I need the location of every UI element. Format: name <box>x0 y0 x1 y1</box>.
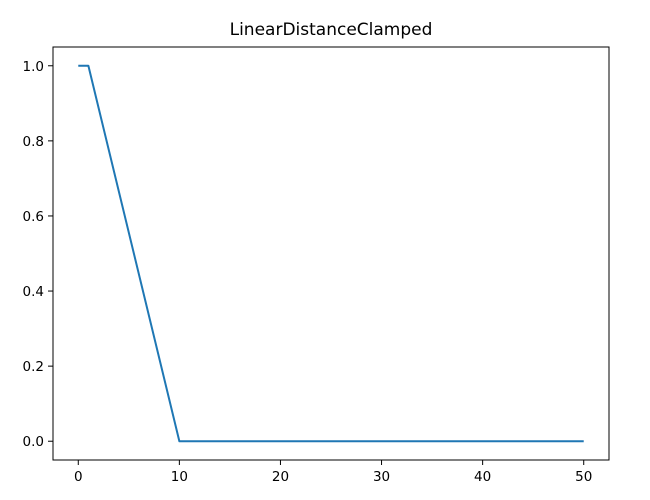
x-tick-label: 40 <box>474 469 491 485</box>
plot-area <box>53 47 609 460</box>
y-tick-label: 0.6 <box>23 209 44 225</box>
chart-title: LinearDistanceClamped <box>230 20 433 40</box>
y-tick-label: 0.0 <box>23 434 44 450</box>
axes-frame <box>52 46 610 461</box>
plot-background <box>53 47 609 460</box>
y-tick-label: 0.4 <box>23 284 44 300</box>
series-line <box>78 64 584 443</box>
x-tick-label: 50 <box>575 469 592 485</box>
x-tick-label: 0 <box>74 469 83 485</box>
x-tick-label: 30 <box>373 469 390 485</box>
x-tick-label: 20 <box>272 469 289 485</box>
y-axis: 0.0 0.2 0.4 0.6 0.8 1.0 <box>23 59 53 450</box>
series-layer <box>78 64 584 443</box>
y-tick-label: 1.0 <box>23 59 44 75</box>
y-tick-label: 0.2 <box>23 359 44 375</box>
x-tick-label: 10 <box>171 469 188 485</box>
y-tick-label: 0.8 <box>23 134 44 150</box>
x-axis: 0 10 20 30 40 50 <box>74 460 592 485</box>
